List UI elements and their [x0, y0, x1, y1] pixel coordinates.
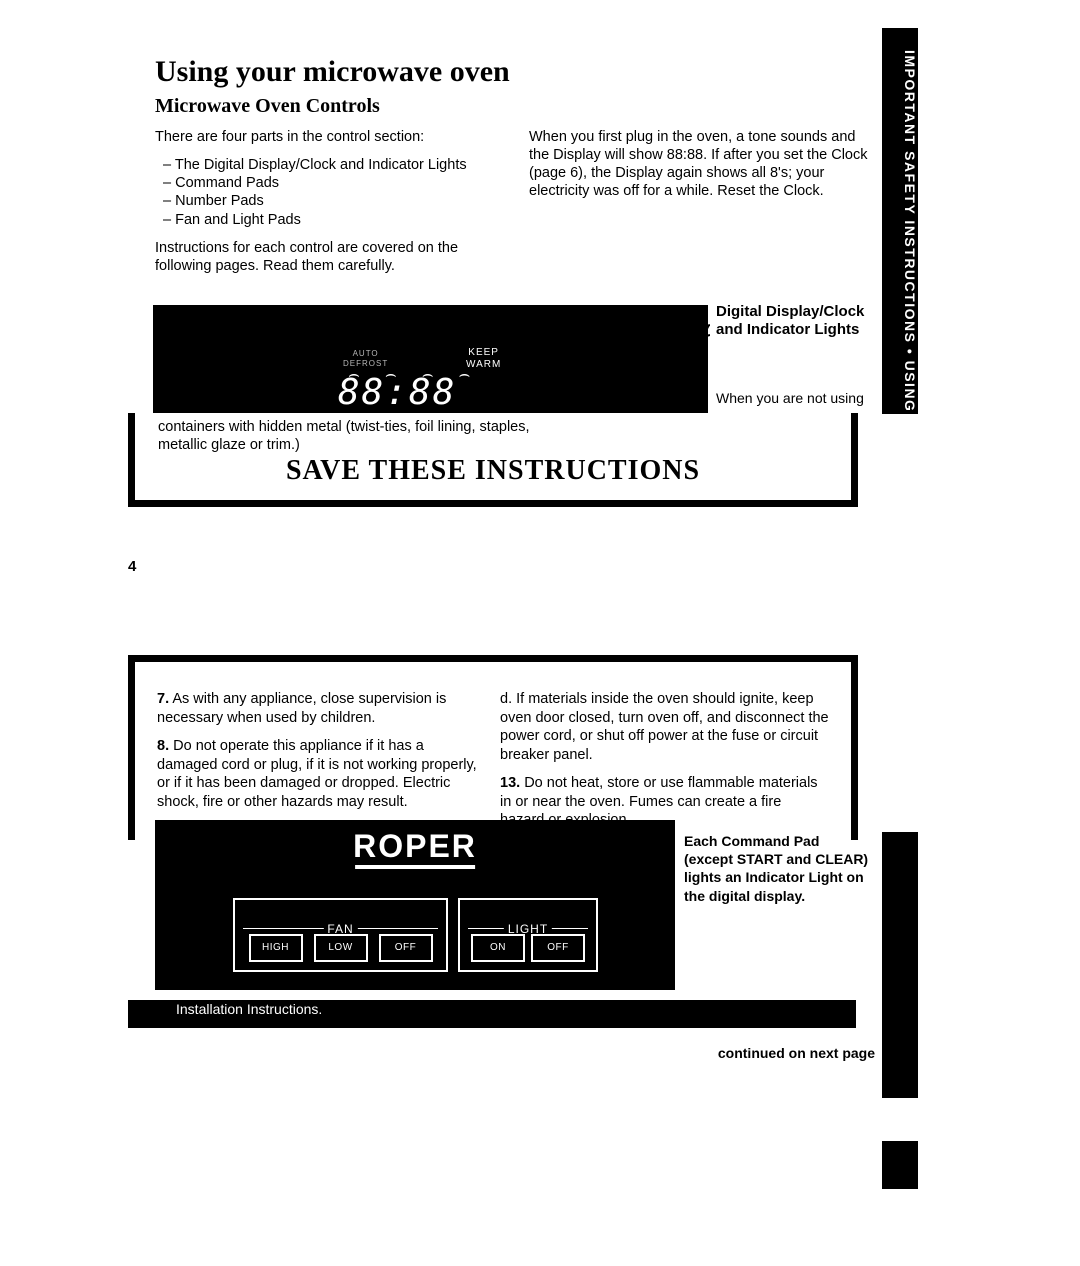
- side-tab: IMPORTANT SAFETY INSTRUCTIONS • USING: [882, 28, 918, 414]
- fan-high-button[interactable]: HIGH: [249, 934, 303, 962]
- clock-digits: 88:88: [338, 372, 456, 413]
- command-note: Each Command Pad (except START and CLEAR…: [684, 832, 869, 905]
- fan-low-button[interactable]: LOW: [314, 934, 368, 962]
- instruction-d: d. If materials inside the oven should i…: [500, 690, 829, 764]
- lower-box: 7. As with any appliance, close supervis…: [128, 655, 858, 840]
- roper-logo: ROPER: [353, 828, 477, 865]
- instruction-8: 8. Do not operate this appliance if it h…: [157, 737, 486, 811]
- parts-list-item: The Digital Display/Clock and Indicator …: [163, 156, 501, 174]
- parts-list-item: Command Pads: [163, 174, 501, 192]
- light-off-button[interactable]: OFF: [531, 934, 585, 962]
- page-heading: Using your microwave oven: [155, 55, 875, 89]
- instruction-7: 7. As with any appliance, close supervis…: [157, 690, 486, 727]
- microwave-display: AUTODEFROST KEEPWARM ⌢⌢⌢⌢ 88:88: [153, 305, 708, 413]
- display-label: Digital Display/Clock and Indicator Ligh…: [716, 303, 876, 339]
- fan-panel: FAN HIGH LOW OFF: [233, 898, 448, 972]
- section-heading: Microwave Oven Controls: [155, 95, 875, 118]
- install-text: Installation Instructions.: [142, 1000, 842, 1021]
- light-panel: LIGHT ON OFF: [458, 898, 598, 972]
- intro-para-left-2: Instructions for each control are covere…: [155, 239, 501, 275]
- page-number-top: 4: [128, 558, 136, 575]
- save-title: SAVE THESE INSTRUCTIONS: [128, 455, 858, 487]
- right-side-bar: [882, 832, 918, 1098]
- install-bar: Installation Instructions.: [128, 1000, 856, 1028]
- right-side-bar-2: [882, 1141, 918, 1189]
- roper-panel: ROPER FAN HIGH LOW OFF LIGHT ON OFF: [155, 820, 675, 990]
- intro-para-right: When you first plug in the oven, a tone …: [529, 128, 875, 201]
- parts-list-item: Fan and Light Pads: [163, 211, 501, 229]
- display-note: When you are not using: [716, 390, 876, 407]
- parts-list-item: Number Pads: [163, 192, 501, 210]
- parts-list: The Digital Display/Clock and Indicator …: [155, 156, 501, 229]
- fan-off-button[interactable]: OFF: [379, 934, 433, 962]
- continued-label: continued on next page: [718, 1045, 875, 1061]
- light-on-button[interactable]: ON: [471, 934, 525, 962]
- intro-para-left: There are four parts in the control sect…: [155, 128, 501, 146]
